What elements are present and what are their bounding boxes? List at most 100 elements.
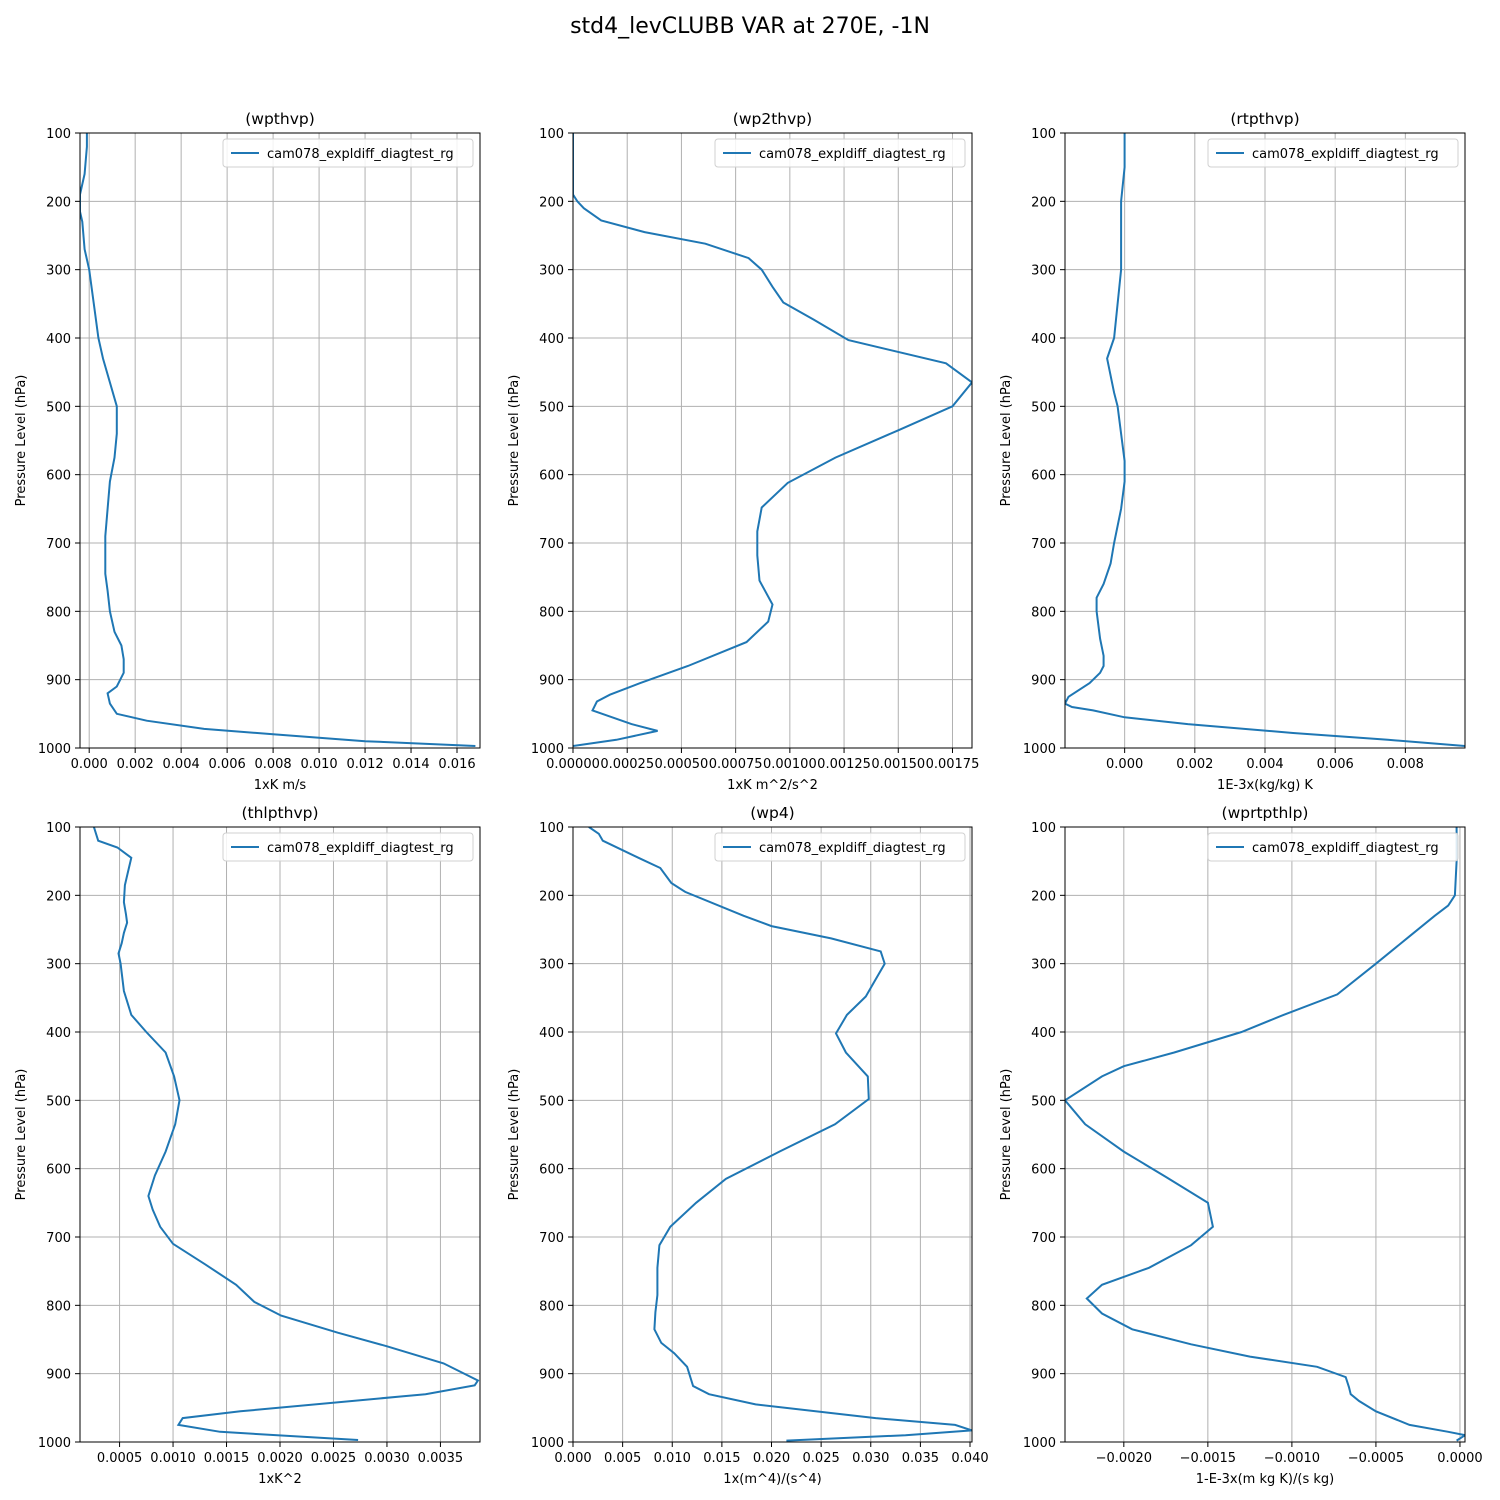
y-axis-label: Pressure Level (hPa)	[14, 1069, 29, 1201]
axes-frame	[1064, 826, 1466, 1443]
legend-label: cam078_expldiff_diagtest_rg	[1252, 841, 1439, 856]
y-tick-label: 600	[539, 1163, 564, 1178]
x-tick-label: 0.00000	[546, 757, 600, 772]
axes-frame	[79, 132, 481, 749]
x-tick-label: −0.0005	[1348, 1451, 1404, 1466]
y-axis-label: Pressure Level (hPa)	[999, 375, 1014, 507]
y-tick-label: 900	[539, 1368, 564, 1383]
x-tick-label: 0.040	[951, 1451, 988, 1466]
x-axis-label: 1xK m/s	[254, 778, 307, 793]
y-axis-label: Pressure Level (hPa)	[507, 375, 522, 507]
y-tick-label: 600	[46, 1163, 71, 1178]
y-tick-label: 400	[46, 1026, 71, 1041]
subplot-title: (rtpthvp)	[1230, 110, 1299, 128]
x-tick-label: 0.0025	[311, 1451, 357, 1466]
y-tick-label: 800	[46, 1299, 71, 1314]
x-tick-label: 0.0020	[257, 1451, 303, 1466]
y-tick-label: 500	[1031, 1094, 1056, 1109]
y-tick-label: 200	[46, 195, 71, 210]
x-tick-label: 0.00175	[926, 757, 980, 772]
x-tick-label: 0.0030	[364, 1451, 410, 1466]
subplot-1: 0.000 0.002 0.004 0.006 0.008 0.010 0.012 0.014…	[14, 110, 481, 793]
y-tick-label: 500	[539, 1094, 564, 1109]
y-tick-label: 100	[46, 821, 71, 836]
y-tick-label: 1000	[38, 742, 71, 757]
y-tick-label: 600	[1031, 1163, 1056, 1178]
y-tick-label: 400	[539, 332, 564, 347]
y-tick-label: 400	[46, 332, 71, 347]
legend: cam078_expldiff_diagtest_rg	[222, 138, 474, 168]
x-tick-label: −0.0010	[1264, 1451, 1320, 1466]
y-axis-label: Pressure Level (hPa)	[507, 1069, 522, 1201]
y-tick-label: 300	[46, 958, 71, 973]
y-tick-label: 200	[46, 889, 71, 904]
y-tick-label: 800	[539, 1299, 564, 1314]
y-tick-label: 900	[46, 674, 71, 689]
legend: cam078_expldiff_diagtest_rg	[714, 138, 966, 168]
subplot-title: (wp2thvp)	[733, 110, 812, 128]
y-tick-label: 300	[1031, 958, 1056, 973]
series-line-1	[588, 827, 972, 1442]
x-tick-label: −0.0020	[1096, 1451, 1152, 1466]
x-tick-label: 0.004	[1246, 757, 1283, 772]
y-tick-label: 800	[1031, 1299, 1056, 1314]
x-tick-label: 0.030	[852, 1451, 889, 1466]
x-tick-label: 0.000	[71, 757, 108, 772]
x-tick-label: 0.000	[554, 1451, 591, 1466]
y-tick-label: 100	[46, 127, 71, 142]
x-tick-label: 0.000	[1106, 757, 1143, 772]
x-tick-label: 0.00075	[709, 757, 763, 772]
y-tick-label: 600	[539, 469, 564, 484]
x-tick-label: 0.00150	[871, 757, 925, 772]
legend: cam078_expldiff_diagtest_rg	[222, 832, 474, 862]
y-tick-label: 700	[539, 537, 564, 552]
x-tick-label: 0.006	[209, 757, 246, 772]
y-tick-label: 900	[539, 674, 564, 689]
y-tick-label: 500	[46, 400, 71, 415]
legend-box	[1207, 832, 1459, 862]
y-tick-label: 1000	[531, 742, 564, 757]
x-axis-label: 1x(m^4)/(s^4)	[723, 1472, 821, 1487]
x-axis-label: 1xK m^2/s^2	[727, 778, 818, 793]
y-tick-label: 1000	[531, 1436, 564, 1451]
axes-frame	[1064, 132, 1466, 749]
x-tick-label: 0.025	[803, 1451, 840, 1466]
x-tick-label: 0.00125	[817, 757, 871, 772]
x-tick-label: 0.0035	[418, 1451, 464, 1466]
legend-box	[714, 138, 966, 168]
y-tick-label: 700	[1031, 1231, 1056, 1246]
axes-frame	[572, 132, 973, 749]
x-axis-label: 1-E-3x(m kg K)/(s kg)	[1196, 1472, 1334, 1487]
x-tick-label: 0.00025	[600, 757, 654, 772]
y-tick-label: 400	[1031, 1026, 1056, 1041]
legend-box	[1207, 138, 1459, 168]
subplot-title: (wprtpthlp)	[1222, 804, 1309, 822]
x-axis-label: 1E-3x(kg/kg) K	[1217, 778, 1313, 793]
x-tick-label: 0.012	[346, 757, 383, 772]
x-axis-label: 1xK^2	[258, 1472, 302, 1487]
y-tick-label: 200	[539, 889, 564, 904]
x-tick-label: −0.0015	[1180, 1451, 1236, 1466]
legend-label: cam078_expldiff_diagtest_rg	[1252, 147, 1439, 162]
y-tick-label: 200	[1031, 889, 1056, 904]
y-tick-label: 200	[539, 195, 564, 210]
subplot-2: 0.00000 0.00025 0.00050 0.00075 0.00100 0.001…	[507, 110, 979, 793]
y-tick-label: 1000	[1023, 1436, 1056, 1451]
x-tick-label: 0.00100	[763, 757, 817, 772]
y-tick-label: 300	[1031, 264, 1056, 279]
y-tick-label: 1000	[1023, 742, 1056, 757]
x-tick-label: 0.035	[902, 1451, 939, 1466]
x-tick-label: 0.0005	[97, 1451, 143, 1466]
subplot-title: (wpthvp)	[245, 110, 315, 128]
legend-label: cam078_expldiff_diagtest_rg	[759, 841, 946, 856]
y-tick-label: 500	[539, 400, 564, 415]
legend: cam078_expldiff_diagtest_rg	[1207, 832, 1459, 862]
x-tick-label: 0.00050	[655, 757, 709, 772]
x-tick-label: 0.0010	[150, 1451, 196, 1466]
y-tick-label: 300	[539, 958, 564, 973]
legend-box	[714, 832, 966, 862]
y-tick-label: 1000	[38, 1436, 71, 1451]
subplot-title: (wp4)	[750, 804, 794, 822]
y-tick-label: 700	[46, 1231, 71, 1246]
